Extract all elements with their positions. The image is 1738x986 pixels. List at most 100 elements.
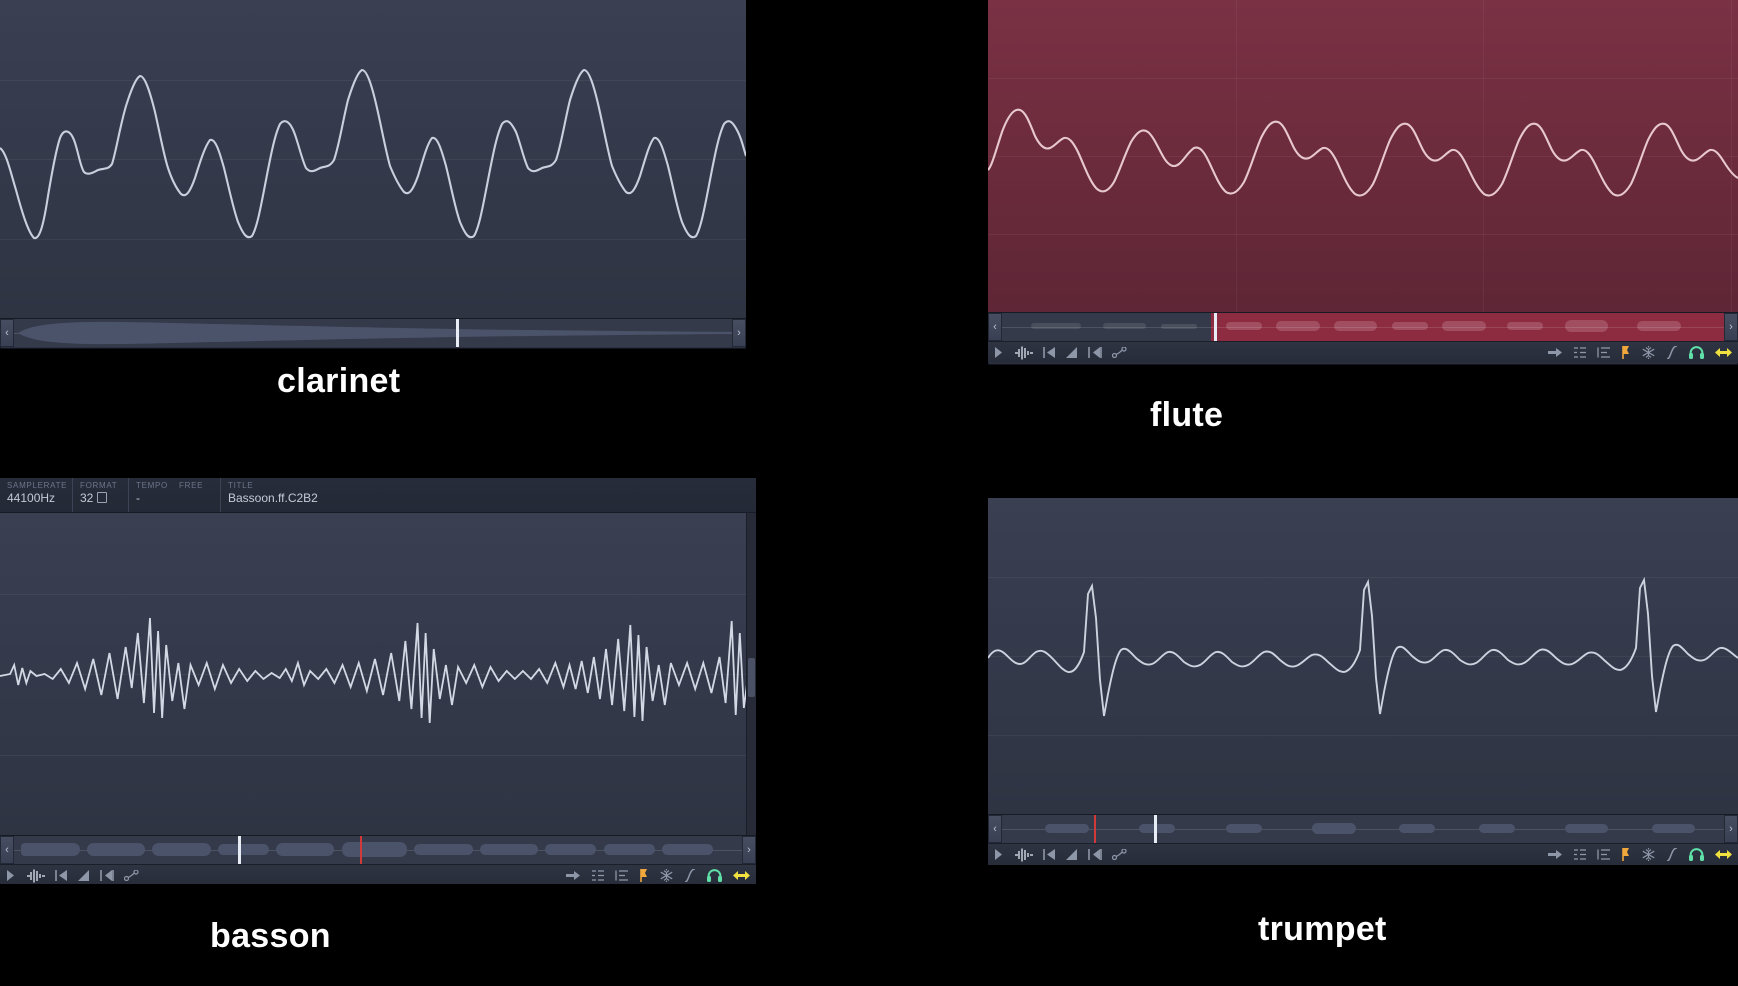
toolbar-right-group	[1548, 346, 1732, 359]
snowflake-freeze-icon[interactable]	[1642, 848, 1655, 861]
toolbar-flute[interactable]	[988, 341, 1738, 363]
envelope-node-icon[interactable]	[124, 870, 139, 881]
panel-basson[interactable]: SAMPLERATE 44100Hz FORMAT 32 TEMPO - FRE…	[0, 478, 756, 884]
scroll-left-button[interactable]: ‹	[0, 319, 14, 347]
scroll-right-button[interactable]: ›	[1724, 815, 1738, 843]
overview-marker-trumpet[interactable]	[1093, 815, 1096, 843]
overview-playhead-clarinet[interactable]	[455, 319, 459, 347]
overview-blob	[152, 843, 211, 856]
waveform-display-trumpet[interactable]	[988, 498, 1738, 814]
waveform-snap-icon[interactable]	[1013, 848, 1033, 862]
scroll-right-button[interactable]: ›	[1724, 313, 1738, 341]
scroll-right-button[interactable]: ›	[732, 319, 746, 347]
jump-end-icon[interactable]	[1088, 849, 1102, 860]
jump-start-icon[interactable]	[1043, 849, 1056, 860]
headphones-icon[interactable]	[1689, 346, 1704, 359]
scroll-left-button[interactable]: ‹	[988, 313, 1002, 341]
list-align-icon[interactable]	[1597, 347, 1610, 358]
vertical-scrollbar-thumb[interactable]	[748, 657, 755, 697]
arrow-right-icon[interactable]	[566, 870, 580, 881]
vertical-scrollbar-basson[interactable]	[746, 513, 756, 835]
scroll-left-button[interactable]: ‹	[0, 836, 14, 864]
list-align-icon[interactable]	[615, 870, 628, 881]
list-indent-icon[interactable]	[1573, 849, 1586, 860]
format-label: FORMAT	[80, 481, 118, 490]
overview-playhead-flute[interactable]	[1214, 313, 1218, 341]
overview-waveform-basson[interactable]	[14, 836, 742, 864]
toolbar-left-group	[6, 869, 139, 883]
panel-clarinet[interactable]: ‹ ›	[0, 0, 746, 349]
waveform-display-basson[interactable]	[0, 513, 756, 835]
samplerate-field: SAMPLERATE 44100Hz	[0, 478, 72, 512]
free-label: FREE	[179, 481, 204, 490]
panel-flute[interactable]: ‹ ›	[988, 0, 1738, 365]
play-icon[interactable]	[6, 870, 15, 881]
overview-waveform-trumpet[interactable]	[1002, 815, 1724, 843]
scroll-right-button[interactable]: ›	[742, 836, 756, 864]
toolbar-trumpet[interactable]	[988, 843, 1738, 865]
gridline-vertical	[1730, 0, 1732, 312]
ramp-icon[interactable]	[78, 870, 90, 881]
waveform-path-trumpet	[988, 498, 1738, 814]
overview-blob	[1565, 824, 1609, 833]
resize-horizontal-icon[interactable]	[1715, 849, 1732, 860]
gridline-horizontal	[988, 78, 1738, 79]
overview-selection-flute[interactable]	[1211, 313, 1724, 341]
headphones-icon[interactable]	[707, 869, 722, 882]
snowflake-freeze-icon[interactable]	[660, 869, 673, 882]
arrow-right-icon[interactable]	[1548, 849, 1562, 860]
waveform-path-flute	[988, 0, 1738, 312]
curve-icon[interactable]	[1666, 848, 1678, 861]
overview-scrollbar-basson[interactable]: ‹ ›	[0, 835, 756, 864]
scroll-left-button[interactable]: ‹	[988, 815, 1002, 843]
overview-waveform-clarinet[interactable]	[14, 319, 732, 347]
jump-start-icon[interactable]	[55, 870, 68, 881]
envelope-node-icon[interactable]	[1112, 849, 1127, 860]
flag-marker-icon[interactable]	[1621, 848, 1631, 861]
overview-playhead-trumpet[interactable]	[1153, 815, 1157, 843]
resize-horizontal-icon[interactable]	[733, 870, 750, 881]
gridline-horizontal	[0, 238, 746, 240]
overview-scrollbar-trumpet[interactable]: ‹ ›	[988, 814, 1738, 843]
curve-icon[interactable]	[684, 869, 696, 882]
flag-marker-icon[interactable]	[1621, 346, 1631, 359]
tempo-value: -	[136, 491, 140, 505]
jump-start-icon[interactable]	[1043, 347, 1056, 358]
curve-icon[interactable]	[1666, 346, 1678, 359]
list-indent-icon[interactable]	[1573, 347, 1586, 358]
overview-scrollbar-clarinet[interactable]: ‹ ›	[0, 318, 746, 347]
toolbar-left-group	[994, 346, 1127, 360]
waveform-display-flute[interactable]	[988, 0, 1738, 312]
envelope-node-icon[interactable]	[1112, 347, 1127, 358]
waveform-display-clarinet[interactable]	[0, 0, 746, 318]
overview-waveform-flute[interactable]	[1002, 313, 1724, 341]
panel-trumpet[interactable]: ‹ ›	[988, 498, 1738, 865]
arrow-right-icon[interactable]	[1548, 347, 1562, 358]
overview-playhead-basson[interactable]	[238, 836, 242, 864]
jump-end-icon[interactable]	[100, 870, 114, 881]
overview-scrollbar-flute[interactable]: ‹ ›	[988, 312, 1738, 341]
flag-marker-icon[interactable]	[639, 869, 649, 882]
overview-blob	[21, 843, 80, 856]
overview-blob	[414, 844, 473, 855]
headphones-icon[interactable]	[1689, 848, 1704, 861]
gridline-horizontal	[988, 735, 1738, 736]
file-info-header: SAMPLERATE 44100Hz FORMAT 32 TEMPO - FRE…	[0, 478, 756, 539]
ramp-icon[interactable]	[1066, 347, 1078, 358]
overview-blob	[1391, 322, 1428, 330]
overview-blob	[1651, 824, 1696, 833]
waveform-snap-icon[interactable]	[25, 869, 45, 883]
resize-horizontal-icon[interactable]	[1715, 347, 1732, 358]
snowflake-freeze-icon[interactable]	[1642, 346, 1655, 359]
jump-end-icon[interactable]	[1088, 347, 1102, 358]
waveform-snap-icon[interactable]	[1013, 346, 1033, 360]
play-icon[interactable]	[994, 347, 1003, 358]
ramp-icon[interactable]	[1066, 849, 1078, 860]
list-indent-icon[interactable]	[591, 870, 604, 881]
overview-marker-basson[interactable]	[359, 836, 362, 864]
overview-blob	[1565, 320, 1609, 332]
toolbar-basson[interactable]	[0, 864, 756, 884]
play-icon[interactable]	[994, 849, 1003, 860]
title-label: TITLE	[228, 481, 254, 490]
list-align-icon[interactable]	[1597, 849, 1610, 860]
